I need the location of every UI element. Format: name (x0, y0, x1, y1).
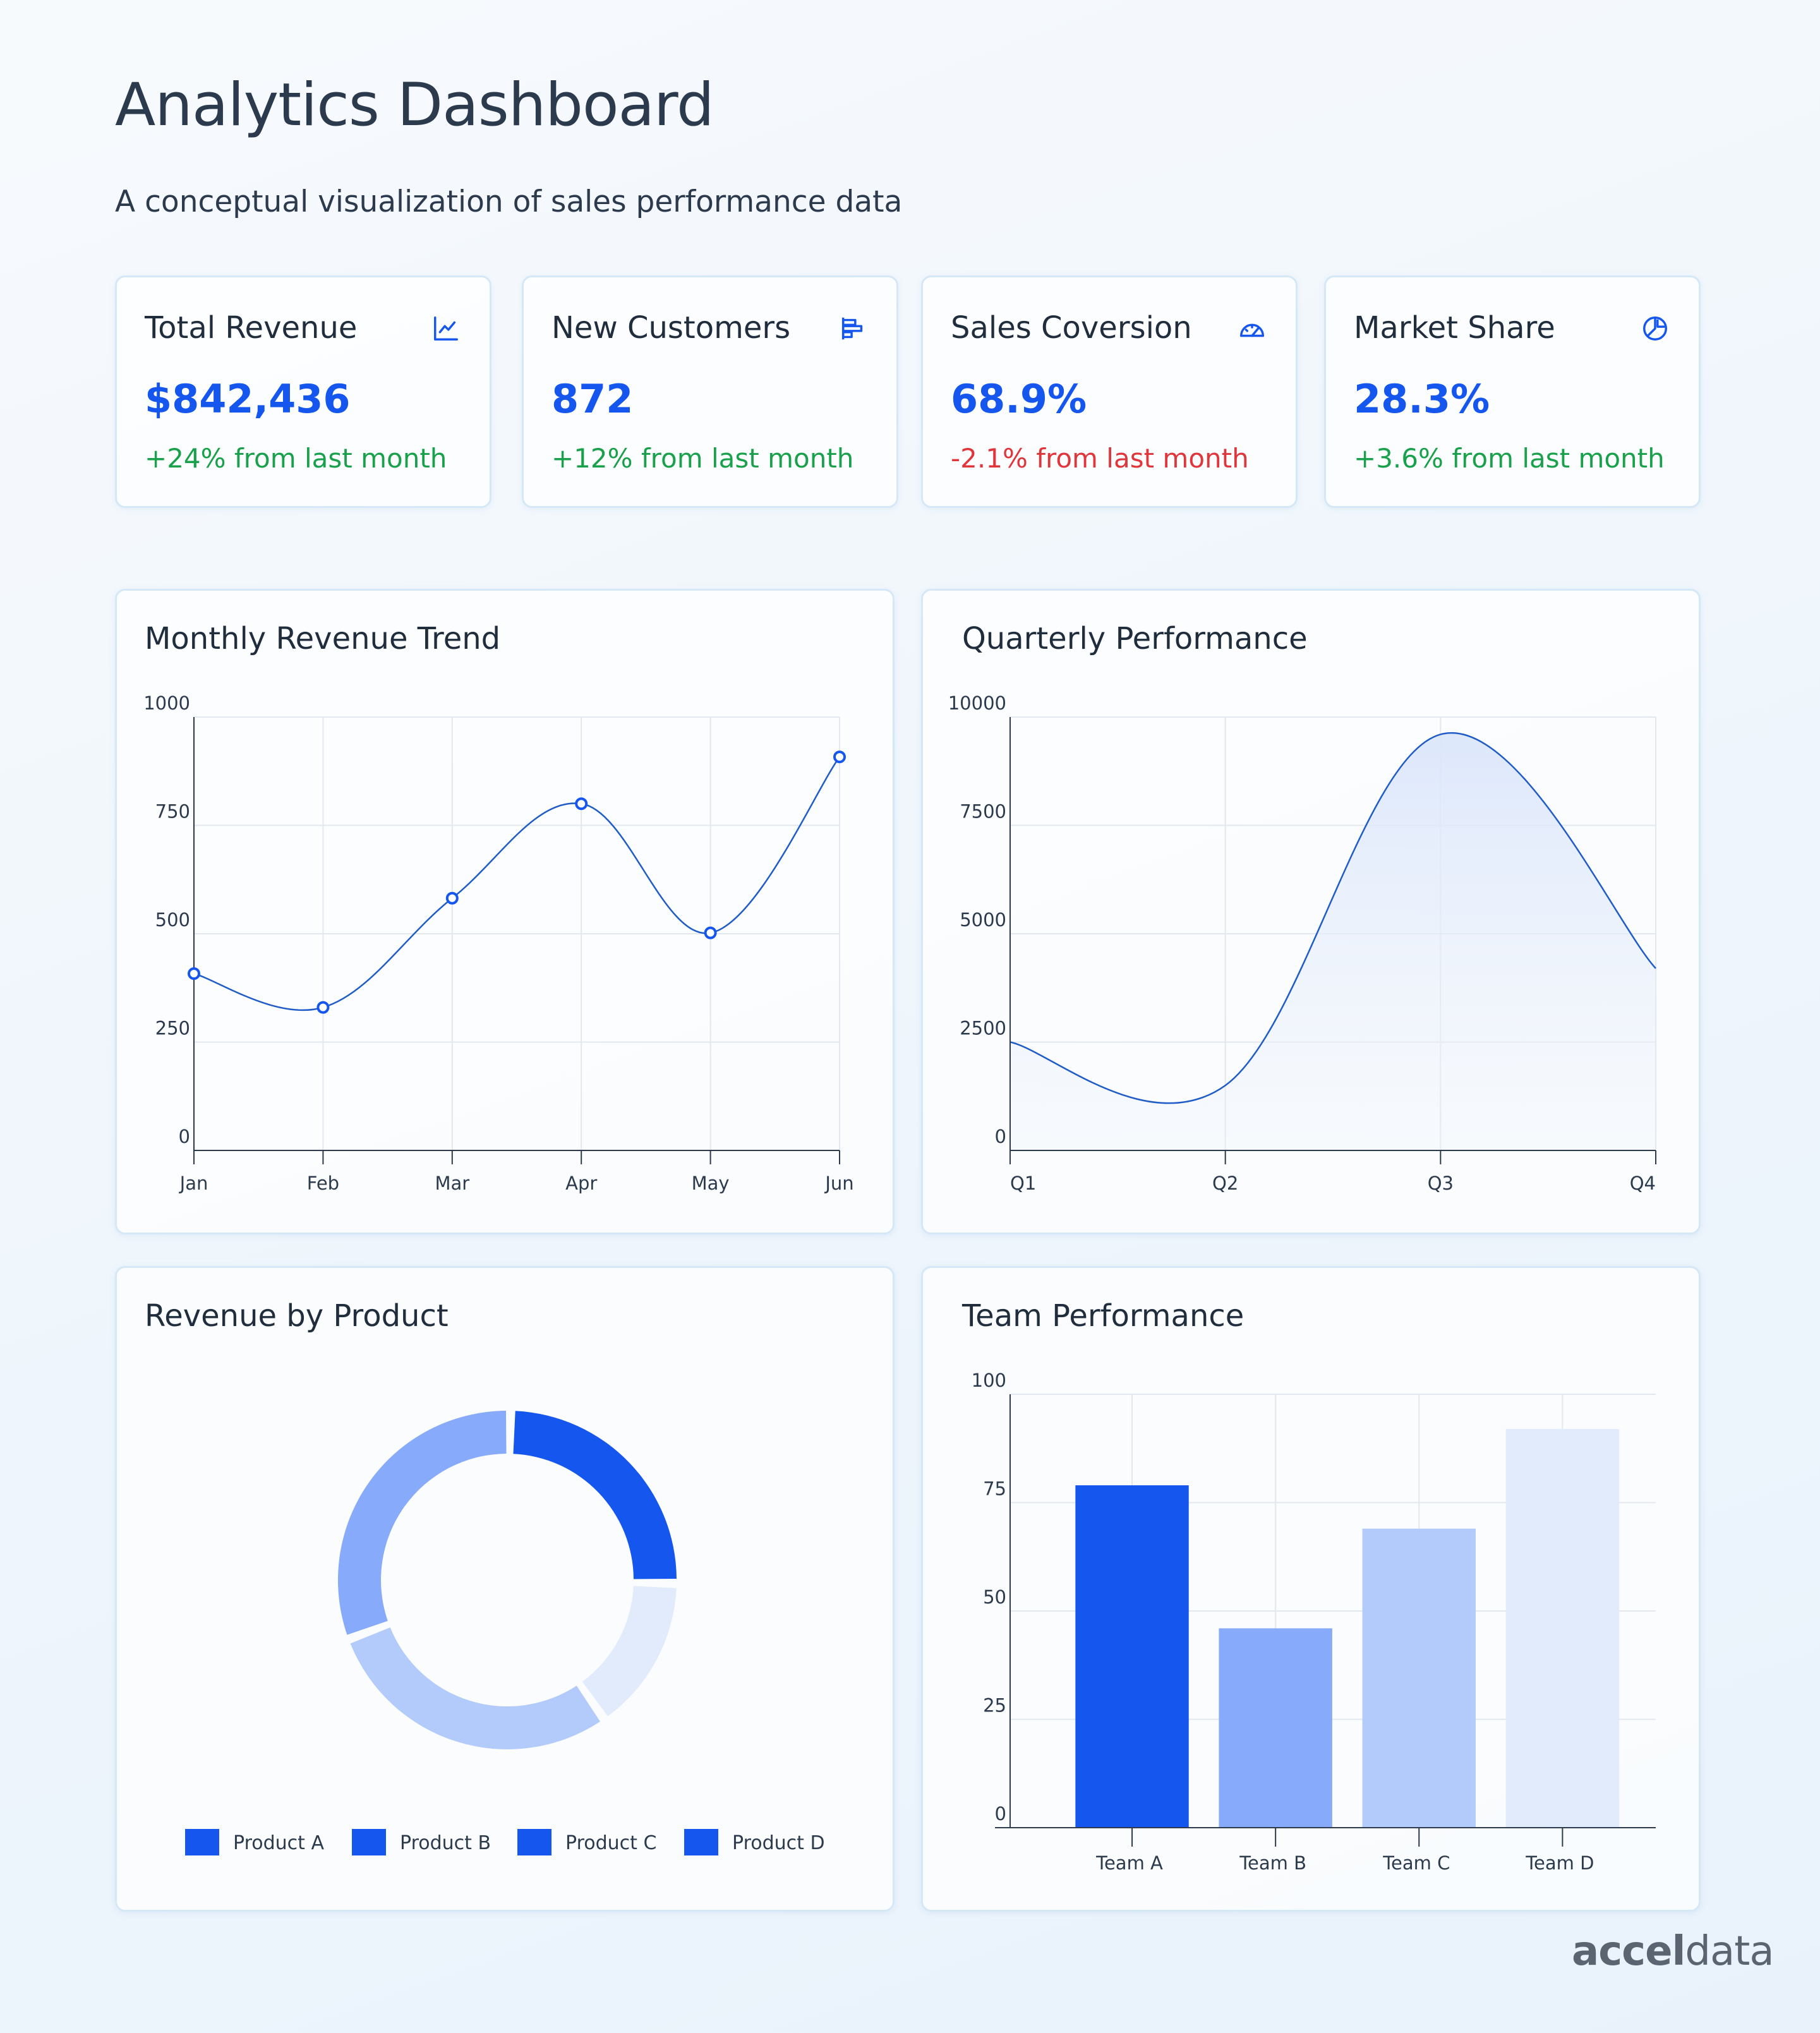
y-tick-label: 0 (995, 1126, 1006, 1147)
legend-label: Product B (400, 1832, 491, 1854)
quarterly-performance-area-chart: 0 2500 5000 7500 10000 Q1 Q2 Q3 Q4 (948, 692, 1656, 1194)
series-line (193, 756, 841, 1011)
x-tick-label: Q2 (1212, 1173, 1238, 1194)
stat-card-new-customers[interactable]: New Customers 872 +12% from last month (522, 275, 898, 508)
x-tick-label: Apr (565, 1173, 597, 1194)
data-point (445, 891, 459, 905)
stat-value: 28.3% (1354, 376, 1490, 422)
x-tick-label: Q4 (1630, 1173, 1656, 1194)
y-tick-label: 25 (983, 1695, 1006, 1716)
y-tick-label: 500 (155, 909, 190, 931)
team-performance-bar-chart: 0 25 50 75 100 Team A Team B Team C Team D (972, 1370, 1656, 1874)
x-tick-label: Feb (307, 1173, 339, 1194)
legend-swatch (352, 1829, 386, 1855)
stat-value: 872 (551, 376, 634, 422)
donut-slice (582, 1586, 677, 1716)
donut-slice (350, 1627, 601, 1749)
data-point (833, 751, 846, 764)
team-performance-chart-card: Team Performance 0 25 50 75 100 Team A Team B T… (921, 1266, 1701, 1912)
x-tick-label: Team C (1382, 1852, 1450, 1874)
x-tick-label: Mar (435, 1173, 469, 1194)
stat-label: Sales Coversion (951, 310, 1192, 346)
donut-slice (338, 1411, 507, 1635)
x-tick-label: Team D (1525, 1852, 1594, 1874)
data-point (704, 926, 717, 939)
y-tick-label: 750 (155, 801, 190, 823)
stat-card-total-revenue[interactable]: Total Revenue $842,436 +24% from last mo… (115, 275, 491, 508)
legend-swatch (185, 1829, 219, 1855)
data-point (316, 1001, 330, 1014)
x-tick-label: Team A (1095, 1852, 1163, 1874)
revenue-by-product-donut-chart: Product A Product B Product C Product D (185, 1411, 825, 1855)
y-tick-label: 100 (972, 1370, 1006, 1391)
stat-card-sales-conversion[interactable]: Sales Coversion 68.9% -2.1% from last mo… (921, 275, 1298, 508)
stat-change: +12% from last month (551, 443, 854, 474)
stat-card-market-share[interactable]: Market Share 28.3% +3.6% from last month (1324, 275, 1701, 508)
page-title: Analytics Dashboard (115, 71, 714, 140)
revenue-by-product-chart-card: Revenue by Product Product A Product B Pro… (115, 1266, 895, 1912)
pie-chart-icon (1643, 317, 1667, 341)
page-subtitle: A conceptual visualization of sales perf… (115, 184, 903, 219)
legend-swatch (517, 1829, 551, 1855)
chart-title: Team Performance (962, 1298, 1244, 1334)
data-point (188, 967, 200, 980)
data-point (575, 797, 588, 811)
chart-title: Quarterly Performance (962, 621, 1308, 656)
quarterly-performance-chart-card: Quarterly Performance 0 2500 5000 7500 10000… (921, 589, 1701, 1234)
gauge-icon (1240, 323, 1264, 337)
brand-logo-part2: data (1685, 1928, 1774, 1975)
brand-logo-part1: accel (1572, 1928, 1685, 1975)
x-tick-label: Team B (1239, 1852, 1306, 1874)
line-chart-icon (434, 317, 458, 341)
legend-swatch (684, 1829, 718, 1855)
x-tick-label: Q1 (1010, 1173, 1036, 1194)
stat-label: New Customers (551, 310, 791, 346)
bar-chart-horizontal-icon (841, 317, 863, 340)
y-tick-label: 2500 (960, 1018, 1006, 1039)
legend-label: Product D (732, 1832, 825, 1854)
bar (1075, 1485, 1189, 1828)
stat-change: +3.6% from last month (1354, 443, 1665, 474)
brand-logo: acceldata (1572, 1928, 1775, 1975)
stat-label: Market Share (1354, 310, 1555, 346)
series-line (1009, 732, 1656, 1104)
y-tick-label: 250 (155, 1018, 190, 1039)
x-tick-label: Jan (179, 1173, 208, 1194)
donut-slice (513, 1411, 677, 1579)
series-area (1010, 733, 1656, 1150)
y-tick-label: 10000 (948, 692, 1006, 714)
x-tick-label: Q3 (1428, 1173, 1454, 1194)
bar (1362, 1528, 1476, 1828)
stat-change: +24% from last month (145, 443, 447, 474)
legend-label: Product A (233, 1832, 324, 1854)
monthly-revenue-line-chart: 0 250 500 750 1000 Jan Feb Mar Apr May Jun (143, 692, 853, 1194)
stat-value: 68.9% (951, 376, 1087, 422)
chart-title: Revenue by Product (145, 1298, 449, 1334)
monthly-revenue-chart-card: Monthly Revenue Trend 0 250 500 750 1000 Jan F… (115, 589, 895, 1234)
y-tick-label: 7500 (960, 801, 1006, 823)
x-tick-label: May (692, 1173, 730, 1194)
y-tick-label: 0 (179, 1126, 190, 1147)
y-tick-label: 75 (983, 1478, 1006, 1500)
bar (1219, 1628, 1332, 1828)
bar (1505, 1428, 1620, 1828)
stat-change: -2.1% from last month (951, 443, 1249, 474)
chart-title: Monthly Revenue Trend (145, 621, 501, 656)
y-tick-label: 50 (983, 1586, 1006, 1608)
y-tick-label: 5000 (960, 909, 1006, 931)
x-tick-label: Jun (824, 1173, 853, 1194)
stat-label: Total Revenue (145, 310, 358, 346)
stat-value: $842,436 (145, 376, 351, 422)
y-tick-label: 1000 (143, 692, 190, 714)
y-tick-label: 0 (995, 1803, 1006, 1825)
legend-label: Product C (565, 1832, 656, 1854)
